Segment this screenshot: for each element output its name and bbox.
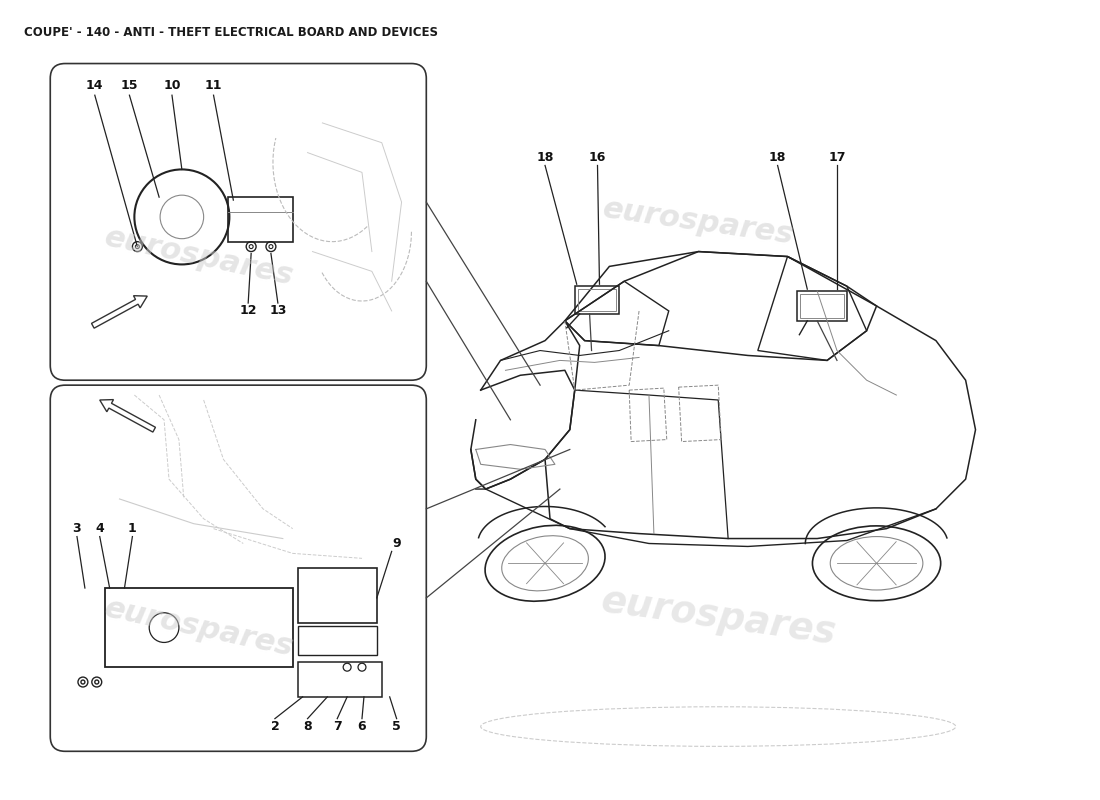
Text: eurospares: eurospares <box>101 594 296 662</box>
Polygon shape <box>100 400 155 432</box>
Text: 7: 7 <box>333 720 342 733</box>
Text: 15: 15 <box>121 79 139 92</box>
Bar <box>801 294 844 318</box>
Text: eurospares: eurospares <box>101 222 296 290</box>
Bar <box>229 197 293 242</box>
Bar <box>298 662 382 697</box>
Bar <box>578 289 616 311</box>
Text: 6: 6 <box>358 720 366 733</box>
Text: 18: 18 <box>537 151 553 164</box>
Text: 13: 13 <box>270 305 287 318</box>
Text: 12: 12 <box>240 305 257 318</box>
Text: eurospares: eurospares <box>598 583 838 652</box>
Bar <box>574 286 619 314</box>
Text: 8: 8 <box>304 720 312 733</box>
Polygon shape <box>91 296 147 328</box>
Bar <box>798 291 847 321</box>
Text: 4: 4 <box>96 522 104 535</box>
Text: 9: 9 <box>393 537 400 550</box>
Text: eurospares: eurospares <box>601 194 796 250</box>
Text: COUPE' - 140 - ANTI - THEFT ELECTRICAL BOARD AND DEVICES: COUPE' - 140 - ANTI - THEFT ELECTRICAL B… <box>23 26 438 39</box>
Bar <box>298 568 377 622</box>
Bar <box>104 588 293 667</box>
Text: 5: 5 <box>393 720 402 733</box>
Text: 17: 17 <box>828 151 846 164</box>
Text: 14: 14 <box>86 79 103 92</box>
Text: 10: 10 <box>163 79 180 92</box>
Text: 3: 3 <box>73 522 81 535</box>
Text: 11: 11 <box>205 79 222 92</box>
Text: 1: 1 <box>128 522 136 535</box>
Bar <box>298 626 377 655</box>
Text: 18: 18 <box>769 151 786 164</box>
Text: 16: 16 <box>588 151 606 164</box>
Text: 2: 2 <box>271 720 279 733</box>
